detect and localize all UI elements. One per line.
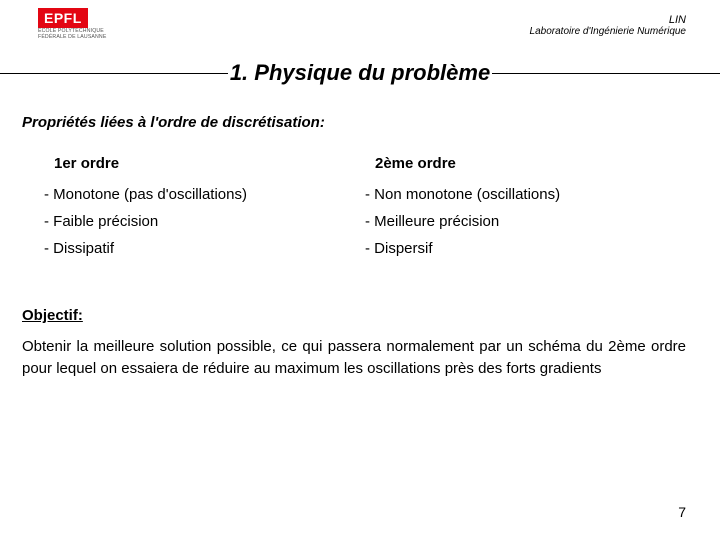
title-rule-right	[492, 73, 720, 74]
list-item: - Dispersif	[365, 240, 692, 257]
list-item: - Faible précision	[44, 213, 357, 230]
list-item: - Dissipatif	[44, 240, 357, 257]
objective-text: Obtenir la meilleure solution possible, …	[22, 336, 692, 380]
list-item: - Non monotone (oscillations)	[365, 186, 692, 203]
header-lab-name: Laboratoire d'Ingénierie Numérique	[530, 26, 686, 37]
column-first-order: 1er ordre - Monotone (pas d'oscillations…	[22, 155, 357, 267]
slide-header: EPFL ÉCOLE POLYTECHNIQUE FÉDÉRALE DE LAU…	[0, 0, 720, 52]
title-rule-left	[0, 73, 228, 74]
header-acronym: LIN	[530, 14, 686, 26]
page-number: 7	[678, 504, 686, 520]
section-subtitle: Propriétés liées à l'ordre de discrétisa…	[22, 114, 692, 131]
col2-heading: 2ème ordre	[375, 155, 692, 172]
epfl-logo-sub2: FÉDÉRALE DE LAUSANNE	[38, 35, 106, 40]
objective-label: Objectif:	[22, 307, 692, 324]
title-bar: 1. Physique du problème	[0, 60, 720, 86]
list-item: - Meilleure précision	[365, 213, 692, 230]
column-second-order: 2ème ordre - Non monotone (oscillations)…	[357, 155, 692, 267]
col1-heading: 1er ordre	[54, 155, 357, 172]
comparison-columns: 1er ordre - Monotone (pas d'oscillations…	[22, 155, 692, 267]
slide-title: 1. Physique du problème	[228, 60, 492, 86]
epfl-logo-text: EPFL	[38, 8, 88, 28]
epfl-logo: EPFL ÉCOLE POLYTECHNIQUE FÉDÉRALE DE LAU…	[38, 8, 106, 41]
list-item: - Monotone (pas d'oscillations)	[44, 186, 357, 203]
slide-content: Propriétés liées à l'ordre de discrétisa…	[0, 114, 720, 380]
header-right: LIN Laboratoire d'Ingénierie Numérique	[530, 14, 686, 37]
